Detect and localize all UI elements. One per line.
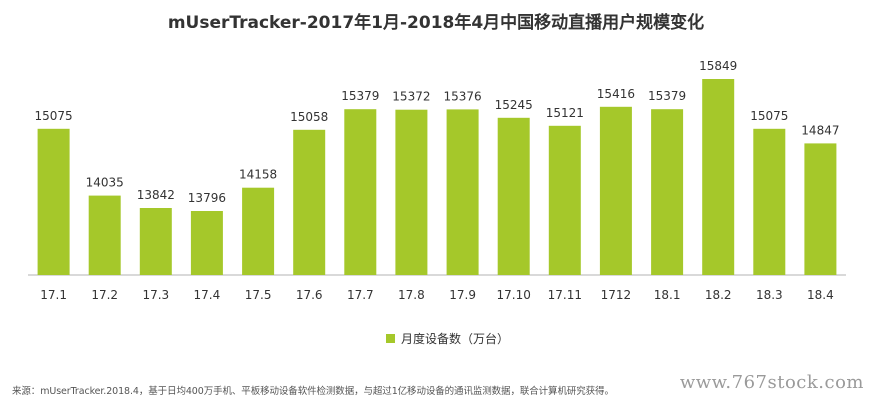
bar-value-label: 13842	[137, 188, 175, 202]
bars-group	[37, 79, 837, 276]
x-tick-label: 17.4	[194, 288, 221, 302]
bar-value-label: 15379	[648, 89, 686, 103]
bar-17.11	[548, 125, 581, 275]
bar-labels-group: 15075 14035 13842 13796 14158 15058 15379 15372…	[35, 59, 840, 205]
bar-value-label: 15058	[290, 110, 328, 124]
x-tick-label: 17.6	[296, 288, 323, 302]
bar-18.2	[702, 79, 735, 275]
bar-1712	[599, 106, 632, 275]
x-tick-label: 18.3	[756, 288, 783, 302]
bar-value-label: 15121	[546, 106, 584, 120]
bar-17.6	[293, 129, 326, 275]
bar-17.2	[88, 195, 121, 275]
bar-17.10	[497, 117, 530, 275]
chart-title: mUserTracker-2017年1月-2018年4月中国移动直播用户规模变化	[167, 13, 705, 33]
bar-value-label: 15416	[597, 87, 635, 101]
bar-18.4	[804, 143, 837, 275]
bar-17.8	[395, 109, 428, 275]
x-tick-label: 17.1	[40, 288, 67, 302]
bar-value-label: 15075	[35, 109, 73, 123]
bar-value-label: 15075	[750, 109, 788, 123]
x-tick-label: 17.9	[449, 288, 476, 302]
bar-value-label: 14035	[86, 176, 124, 190]
bar-18.1	[651, 109, 684, 275]
x-tick-label: 18.2	[705, 288, 732, 302]
x-tick-label: 1712	[601, 288, 632, 302]
bar-17.1	[37, 128, 70, 275]
x-tick-label: 17.2	[91, 288, 118, 302]
x-tick-label: 17.3	[142, 288, 169, 302]
legend-swatch	[386, 333, 395, 343]
bar-17.4	[190, 211, 223, 275]
x-tick-labels: 17.1 17.2 17.3 17.4 17.5 17.6 17.7 17.8 17.9 17.1…	[40, 288, 834, 302]
bar-value-label: 15849	[699, 59, 737, 73]
bar-17.3	[139, 208, 172, 275]
x-tick-label: 17.10	[497, 288, 531, 302]
bar-18.3	[753, 128, 786, 275]
bar-value-label: 13796	[188, 191, 226, 205]
bar-17.9	[446, 109, 479, 276]
bar-value-label: 14847	[801, 123, 839, 137]
legend: 月度设备数（万台）	[386, 330, 509, 346]
bar-17.7	[344, 109, 377, 275]
bar-value-label: 15245	[495, 98, 533, 112]
x-tick-label: 17.5	[245, 288, 272, 302]
watermark: www.767stock.com	[679, 372, 864, 393]
x-tick-label: 17.8	[398, 288, 425, 302]
x-tick-label: 18.1	[654, 288, 681, 302]
bar-value-label: 15376	[444, 89, 482, 103]
bar-value-label: 15379	[341, 89, 379, 103]
bar-value-label: 14158	[239, 168, 277, 182]
bar-17.5	[242, 187, 275, 275]
bar-value-label: 15372	[392, 90, 430, 104]
x-tick-label: 17.11	[548, 288, 582, 302]
x-tick-label: 18.4	[807, 288, 834, 302]
source-note: 来源：mUserTracker.2018.4，基于日均400万手机、平板移动设备…	[12, 386, 614, 397]
x-tick-label: 17.7	[347, 288, 374, 302]
legend-label: 月度设备数（万台）	[401, 331, 510, 346]
